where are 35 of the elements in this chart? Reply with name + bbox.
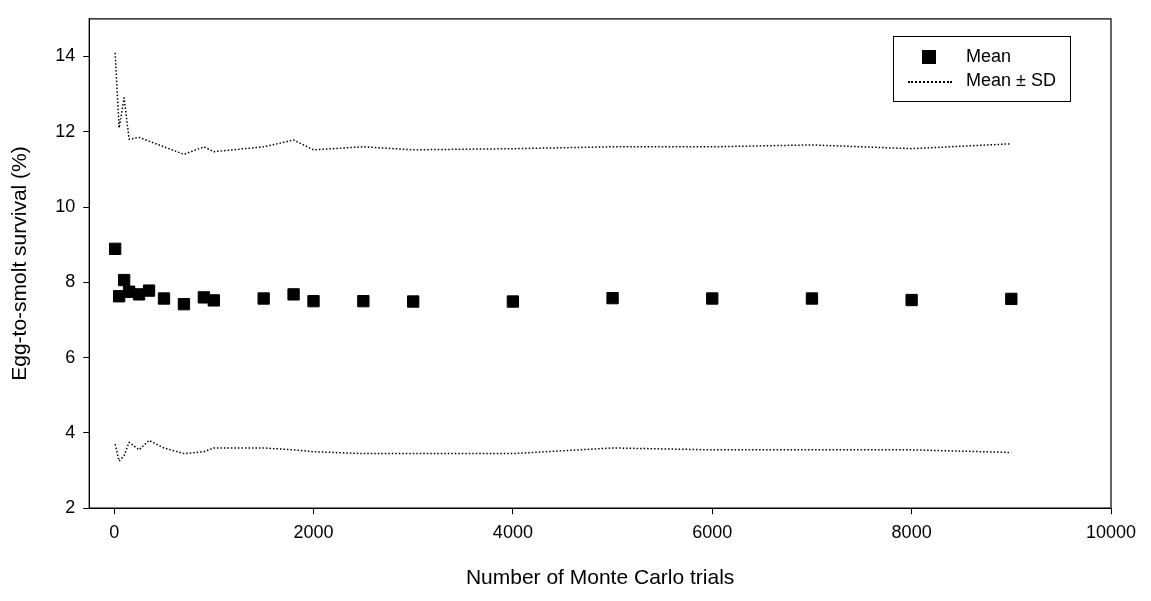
legend-label: Mean ± SD — [966, 70, 1056, 92]
legend-label: Mean — [966, 46, 1012, 68]
y-tick-label: 2 — [65, 497, 76, 518]
x-tick-label: 10000 — [1085, 521, 1137, 542]
line-series — [114, 51, 1013, 156]
point — [142, 284, 156, 297]
x-tick-label: 0 — [109, 521, 120, 542]
x-tick-label: 2000 — [293, 521, 334, 542]
y-tick-label: 12 — [55, 120, 76, 141]
point — [706, 292, 719, 305]
point — [905, 293, 918, 307]
y-axis-title: Egg-to-smolt survival (%) — [7, 146, 31, 381]
point — [177, 298, 191, 311]
y-tick-label: 8 — [65, 271, 76, 292]
point — [117, 273, 131, 287]
point — [108, 242, 122, 255]
point — [407, 295, 420, 308]
point — [506, 295, 520, 308]
y-tick-label: 6 — [65, 346, 76, 367]
point — [1005, 292, 1018, 306]
y-tick-label: 4 — [65, 421, 76, 442]
y-tick-label: 14 — [55, 45, 76, 66]
x-tick-label: 4000 — [492, 521, 533, 542]
x-tick-label: 8000 — [891, 521, 932, 542]
point — [357, 294, 370, 308]
point — [207, 294, 220, 307]
point — [287, 288, 300, 301]
point — [805, 292, 819, 305]
x-axis-title: Number of Monte Carlo trials — [465, 565, 735, 589]
point — [257, 292, 270, 305]
point — [606, 291, 619, 305]
x-tick-label: 6000 — [692, 521, 733, 542]
point — [307, 294, 320, 308]
y-tick-label: 10 — [55, 196, 76, 216]
point — [157, 292, 171, 305]
